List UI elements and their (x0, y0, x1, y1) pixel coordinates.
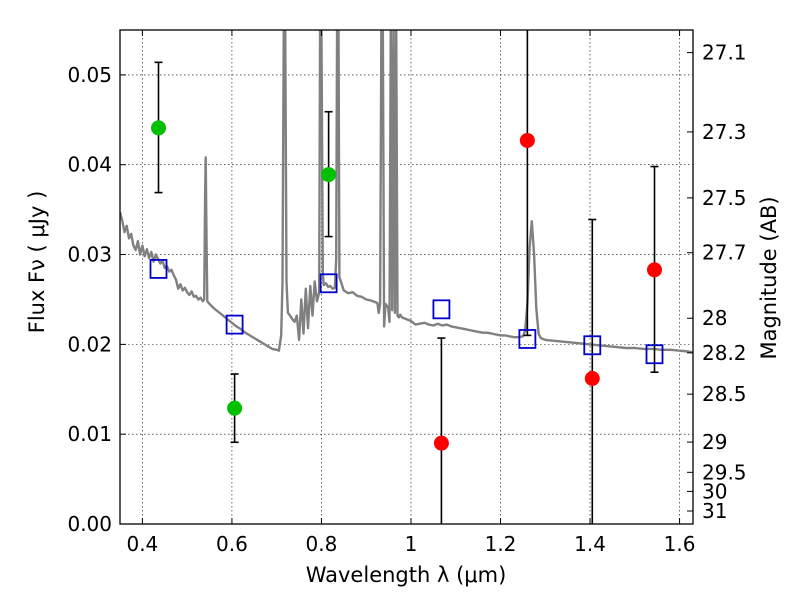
observed-flux-point (584, 370, 600, 386)
model-photometry-point (432, 299, 451, 320)
y-tick-label: 0.05 (67, 63, 112, 87)
y-tick-label: 0.00 (67, 512, 112, 536)
x-axis-label: Wavelength λ (μm) (306, 563, 507, 587)
observed-flux-point (519, 132, 535, 148)
y-tick-label: 0.04 (67, 153, 112, 177)
model-photometry-point (645, 344, 664, 365)
x-tick-label: 0.8 (306, 532, 338, 556)
right-tick-label: 30 (702, 479, 727, 503)
observed-flux-point (647, 262, 663, 278)
model-photometry-point (583, 335, 602, 356)
x-tick-label: 0.6 (216, 532, 248, 556)
right-tick-label: 28.2 (702, 341, 747, 365)
y-tick-label: 0.02 (67, 332, 112, 356)
observed-flux-point (227, 400, 243, 416)
x-tick-label: 1.4 (574, 532, 606, 556)
plot-frame (119, 29, 694, 525)
model-photometry-point (319, 273, 338, 294)
plot-area (120, 30, 693, 524)
y-tick-label: 0.03 (67, 243, 112, 267)
right-tick-label: 27.3 (702, 120, 747, 144)
observed-flux-point (433, 435, 449, 451)
right-tick-label: 31 (702, 499, 727, 523)
right-tick-label: 27.1 (702, 41, 747, 65)
right-tick-label: 27.5 (702, 186, 747, 210)
axis-ticks: 0.4 0.6 0.8 1 1.2 1.4 1.6 0.00 0.01 0.02 0.03 0.04 0… (67, 30, 747, 556)
right-tick-label: 28 (702, 306, 727, 330)
right-tick-label: 29 (702, 430, 727, 454)
x-tick-label: 1.6 (664, 532, 696, 556)
model-photometry-point (518, 329, 537, 349)
right-tick-label: 27.7 (702, 241, 747, 265)
x-tick-label: 1.2 (485, 532, 517, 556)
y-axis-label: Flux Fν ( μJy ) (25, 191, 49, 334)
observed-flux-point (150, 120, 166, 136)
model-spectrum-line (120, 30, 693, 354)
right-axis-label: Magnitude (AB) (757, 196, 781, 359)
model-photometry-point (225, 314, 244, 335)
x-tick-label: 1 (405, 532, 418, 556)
y-tick-label: 0.01 (67, 422, 112, 446)
right-tick-label: 28.5 (702, 382, 747, 406)
right-tick-label: 29.5 (702, 460, 747, 484)
observed-flux-point (321, 167, 337, 183)
model-photometry-point (149, 259, 168, 279)
x-tick-label: 0.4 (126, 532, 158, 556)
